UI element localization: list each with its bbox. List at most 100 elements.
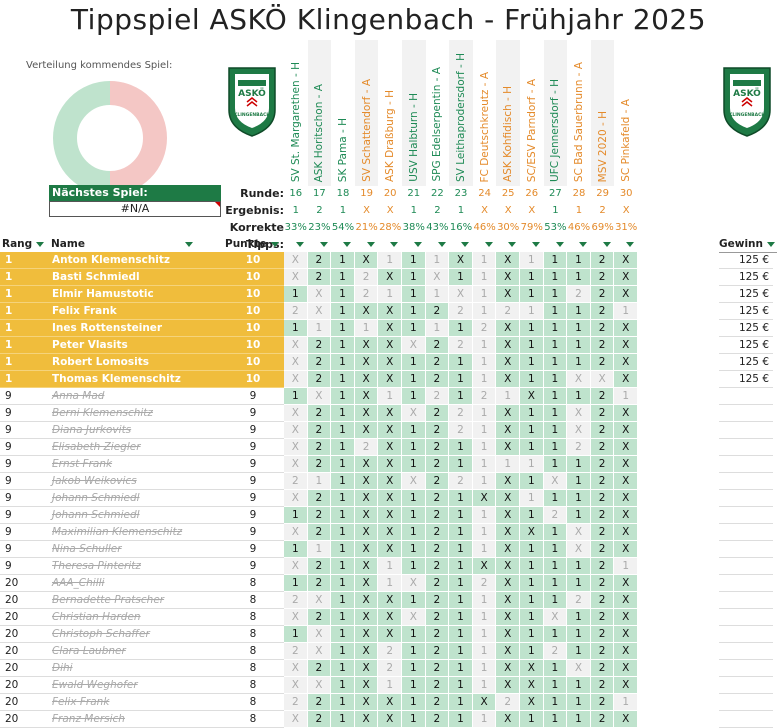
tip-cell[interactable]: 1	[567, 269, 591, 286]
tip-cell[interactable]: 1	[520, 422, 544, 439]
tip-cell[interactable]: 1	[354, 320, 379, 337]
tip-cell[interactable]: X	[354, 422, 379, 439]
tip-cell[interactable]: 2	[425, 609, 450, 626]
tip-cell[interactable]: 1	[331, 269, 355, 286]
table-row[interactable]: 1 Robert Lomosits 10 X 2 1 X X 1 2 1 1 X 1 1 1 2 X 125 €	[0, 354, 777, 371]
tip-cell[interactable]: X	[567, 541, 591, 558]
tip-cell[interactable]: X	[378, 507, 402, 524]
tip-cell[interactable]: 1	[496, 388, 520, 405]
tip-cell[interactable]: X	[378, 609, 402, 626]
tip-cell[interactable]: 2	[590, 320, 615, 337]
tip-cell[interactable]: 2	[449, 337, 473, 354]
filter-dropdown-icon[interactable]	[366, 242, 375, 247]
tip-cell[interactable]: 1	[402, 269, 426, 286]
tip-cell[interactable]: 2	[307, 507, 332, 524]
tip-cell[interactable]: X	[378, 269, 402, 286]
column-header-rank[interactable]: Rang	[2, 236, 48, 253]
tip-cell[interactable]: 2	[307, 337, 332, 354]
tip-cell[interactable]: X	[284, 337, 308, 354]
tip-cell[interactable]: X	[402, 405, 426, 422]
tip-cell[interactable]: 1	[402, 439, 426, 456]
tip-cell[interactable]: X	[496, 609, 520, 626]
tip-cell[interactable]: 2	[425, 541, 450, 558]
tip-cell[interactable]: 2	[354, 269, 379, 286]
tip-cell[interactable]: 2	[543, 507, 568, 524]
tip-cell[interactable]: 2	[590, 592, 615, 609]
tip-cell[interactable]: X	[307, 626, 332, 643]
tip-cell[interactable]: 1	[472, 677, 497, 694]
tip-cell[interactable]: X	[614, 609, 638, 626]
tip-cell[interactable]: 2	[425, 677, 450, 694]
tip-cell[interactable]: 1	[520, 643, 544, 660]
tip-cell[interactable]: 2	[590, 405, 615, 422]
tip-cell[interactable]: 1	[331, 456, 355, 473]
tip-cell[interactable]: 2	[567, 286, 591, 303]
tip-cell[interactable]: 2	[307, 422, 332, 439]
tip-cell[interactable]: 2	[590, 541, 615, 558]
tip-cell[interactable]: 2	[425, 439, 450, 456]
tip-cell[interactable]: 1	[520, 269, 544, 286]
tip-cell[interactable]: 2	[590, 575, 615, 592]
tip-cell[interactable]: 1	[449, 558, 473, 575]
tip-cell[interactable]: 2	[449, 303, 473, 320]
tip-cell[interactable]: 2	[590, 354, 615, 371]
tip-cell[interactable]: X	[284, 524, 308, 541]
tip-cell[interactable]: X	[496, 643, 520, 660]
tip-cell[interactable]: 2	[425, 558, 450, 575]
tip-cell[interactable]: X	[402, 473, 426, 490]
tip-cell[interactable]: 1	[402, 524, 426, 541]
tip-cell[interactable]: X	[472, 490, 497, 507]
tip-cell[interactable]: 1	[567, 626, 591, 643]
tip-cell[interactable]: X	[354, 643, 379, 660]
tip-cell[interactable]: 1	[543, 575, 568, 592]
tip-cell[interactable]: 1	[472, 660, 497, 677]
tip-cell[interactable]: 2	[590, 473, 615, 490]
tip-cell[interactable]: 1	[331, 643, 355, 660]
tip-cell[interactable]: 1	[472, 643, 497, 660]
tip-cell[interactable]: 2	[307, 252, 332, 269]
tip-cell[interactable]: 2	[590, 286, 615, 303]
tip-cell[interactable]: X	[520, 388, 544, 405]
tip-cell[interactable]: 1	[567, 252, 591, 269]
tip-cell[interactable]: X	[378, 422, 402, 439]
table-row[interactable]: 20 Dihi 8 X 2 1 X 2 1 2 1 1 X X 1 X 2 X	[0, 660, 777, 677]
tip-cell[interactable]: 1	[472, 286, 497, 303]
next-game-value[interactable]: #N/A	[49, 201, 221, 217]
tip-cell[interactable]: X	[402, 575, 426, 592]
tip-cell[interactable]: 1	[567, 643, 591, 660]
tip-cell[interactable]: 2	[378, 643, 402, 660]
filter-dropdown-icon[interactable]	[508, 242, 517, 247]
tip-cell[interactable]: 1	[378, 286, 402, 303]
table-row[interactable]: 1 Peter Vlasits 10 X 2 1 X X X 2 2 1 X 1 1 1 2 X 125 €	[0, 337, 777, 354]
tip-cell[interactable]: 1	[567, 354, 591, 371]
tip-cell[interactable]: 2	[425, 592, 450, 609]
tip-cell[interactable]: 1	[543, 626, 568, 643]
tip-cell[interactable]: 2	[307, 490, 332, 507]
table-row[interactable]: 20 Christian Harden 8 X 2 1 X X X 2 1 1 X 1 X 1 2 X	[0, 609, 777, 626]
tip-cell[interactable]: X	[543, 473, 568, 490]
tip-cell[interactable]: 1	[472, 456, 497, 473]
tip-cell[interactable]: X	[354, 626, 379, 643]
tip-cell[interactable]: 1	[567, 507, 591, 524]
tip-cell[interactable]: 1	[543, 286, 568, 303]
tip-cell[interactable]: 2	[472, 388, 497, 405]
tip-cell[interactable]: 1	[284, 626, 308, 643]
tip-cell[interactable]: X	[354, 354, 379, 371]
tip-cell[interactable]: 2	[284, 592, 308, 609]
tip-cell[interactable]: 2	[425, 337, 450, 354]
tip-cell[interactable]: 2	[307, 456, 332, 473]
tip-cell[interactable]: 1	[331, 575, 355, 592]
tip-cell[interactable]: 2	[425, 694, 450, 711]
tip-cell[interactable]: 2	[590, 660, 615, 677]
tip-cell[interactable]: 1	[378, 677, 402, 694]
tip-cell[interactable]: X	[496, 371, 520, 388]
tip-cell[interactable]: X	[284, 405, 308, 422]
tip-cell[interactable]: 2	[590, 388, 615, 405]
table-row[interactable]: 1 Anton Klemenschitz 10 X 2 1 X 1 1 1 X 1 X 1 1 1 2 X 125 …	[0, 252, 777, 269]
tip-cell[interactable]: 2	[567, 592, 591, 609]
tip-cell[interactable]: 2	[425, 473, 450, 490]
tip-cell[interactable]: X	[449, 286, 473, 303]
tip-cell[interactable]: 2	[590, 558, 615, 575]
tip-cell[interactable]: X	[284, 660, 308, 677]
tip-cell[interactable]: 1	[472, 524, 497, 541]
